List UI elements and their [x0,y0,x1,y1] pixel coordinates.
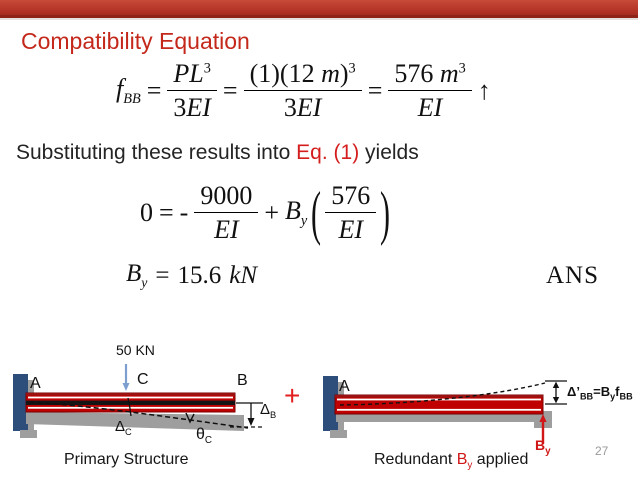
by-force-label: By [535,437,551,457]
zero: 0 [140,197,153,227]
point-a-label: A [30,375,41,392]
delta-b-dimension [230,402,263,428]
load-arrowhead [122,383,130,391]
sentence-after: yields [359,141,419,164]
point-c-label: C [137,371,149,388]
point-b-label: B [237,372,248,389]
beam [334,394,544,415]
page-number: 27 [595,444,609,458]
beam-centerline [26,400,235,405]
top-accent-bar [0,0,638,18]
beam-body [334,394,544,415]
fraction-pl3-over-3ei: PL3 3EI [167,58,217,123]
down-arrowhead [552,397,560,404]
fbb-symbol: fBB [116,73,141,107]
substitution-sentence: Substituting these results into Eq. (1) … [16,141,419,165]
primary-structure-diagram [13,364,263,438]
answer-tag: ANS [546,262,600,289]
plus-operator: + [284,380,301,411]
fraction-576m3-over-ei: 576 m3 EI [388,58,472,123]
equals-sign: = [159,197,174,227]
wall-support [13,374,28,431]
support-foot [20,430,37,438]
equals-sign: = [222,75,238,105]
left-diagram-caption: Primary Structure [64,451,189,468]
result-unit: kN [229,261,258,289]
delta-bb-dimension [545,380,567,405]
by-symbol: By [285,195,308,229]
fraction-12m3-over-3ei: (1)(12 m)3 3EI [243,58,362,123]
delta-c-tick [127,397,132,417]
beam-top-edge [26,393,235,396]
delta-bb-equation-label: Δ’BB=ByfBB [567,384,633,402]
equation-reference: Eq. (1) [296,141,360,164]
gray-beam-shadow [336,411,552,422]
equation-fbb: fBB = PL3 3EI = (1)(12 m)3 3EI = 576 m3 … [116,58,491,123]
slide-title: Compatibility Equation [21,28,250,54]
delta-c-label: ΔC [115,418,132,437]
beam-stripe-bottom [337,408,541,411]
equals-sign: = [155,261,170,289]
minus-sign: - [179,197,189,227]
elastic-curve-dashed [29,401,249,429]
load-arrow [122,364,130,391]
equals-sign: = [146,75,162,105]
right-diagram-caption: Redundant By applied [374,451,529,472]
result-value: 15.6 [177,261,222,289]
down-arrowhead [247,418,255,426]
load-value-label: 50 KN [116,342,155,358]
deflected-beam-gray [26,412,244,431]
equation-result: By = 15.6 kN [126,260,257,291]
point-a-label: A [339,378,350,395]
fraction-576-over-ei: 576 EI [325,180,377,245]
by-force-arrow [539,414,547,444]
equation-compatibility: 0 = - 9000 EI + By ( 576 EI ) [140,179,391,246]
beam-stripe-top [28,396,233,399]
by-symbol: By [126,260,148,290]
force-arrowhead [539,414,547,422]
plus-sign: + [264,197,280,227]
sentence-before: Substituting these results into [16,141,297,164]
up-arrowhead [552,381,560,388]
redundant-by-diagram [323,376,567,444]
up-arrow-icon: ↑ [477,75,491,105]
fraction-9000-over-ei: 9000 EI [194,180,259,245]
beam-top-edge [335,395,543,398]
elastic-curve-dashed [339,382,546,406]
delta-b-label: ΔB [260,401,277,420]
wall-support [323,376,338,431]
theta-c-arrowhead [185,412,195,424]
equals-sign: = [367,75,383,105]
theta-c-label: θC [196,426,213,447]
support-foot [330,430,347,438]
